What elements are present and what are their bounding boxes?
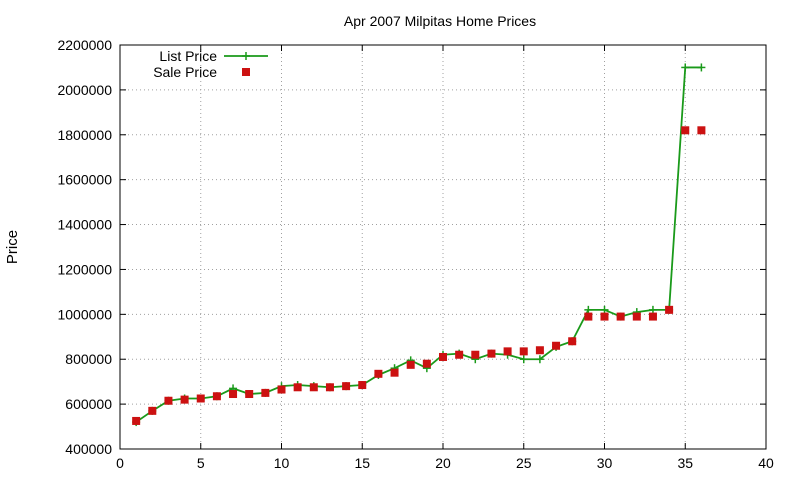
sale-price-point	[196, 394, 205, 403]
y-tick-label: 1000000	[57, 306, 112, 322]
sale-price-point	[342, 382, 351, 391]
x-tick-label: 20	[435, 455, 451, 471]
sale-price-point	[439, 352, 447, 361]
y-tick-label: 1800000	[57, 127, 112, 143]
sale-price-point	[277, 385, 286, 394]
list-price-point	[584, 305, 593, 314]
sale-price-point	[519, 347, 528, 356]
y-tick-label: 1200000	[57, 261, 112, 277]
sale-price-point	[568, 337, 577, 346]
x-tick-label: 40	[758, 455, 774, 471]
legend-label-sale-price: Sale Price	[153, 64, 217, 80]
sale-price-point	[229, 390, 238, 399]
list-price-line	[135, 66, 702, 423]
legend-plus-marker	[242, 52, 250, 60]
sale-price-point	[164, 396, 173, 405]
series-layer	[132, 63, 706, 427]
sale-price-point	[616, 312, 625, 321]
x-tick-label: 25	[516, 455, 532, 471]
sale-price-point	[148, 406, 157, 415]
legend-symbol-list-price	[224, 52, 268, 60]
y-tick-label: 1400000	[57, 217, 112, 233]
sale-price-point	[293, 383, 302, 392]
legend-label-list-price: List Price	[159, 48, 217, 64]
sale-price-point	[358, 381, 367, 390]
y-axis-label: Price	[4, 230, 21, 264]
sale-price-point	[309, 383, 318, 392]
sale-price-point	[390, 368, 399, 377]
sale-price-point	[455, 350, 464, 359]
y-tick-label: 2000000	[57, 82, 112, 98]
legend: List Price Sale Price	[153, 48, 268, 80]
sale-price-point	[648, 312, 657, 321]
x-tick-label: 30	[597, 455, 613, 471]
chart-title: Apr 2007 Milpitas Home Prices	[344, 13, 536, 29]
sale-price-point	[681, 126, 690, 135]
sale-price-point	[132, 416, 141, 425]
sale-price-point	[261, 388, 270, 397]
y-tick-label: 800000	[65, 351, 112, 367]
sale-price-point	[552, 341, 561, 350]
sale-price-point	[374, 369, 383, 378]
sale-price-point	[325, 383, 334, 392]
y-tick-label: 2200000	[57, 37, 112, 53]
y-tick-label: 600000	[65, 396, 112, 412]
list-price-point	[681, 63, 690, 72]
sale-price-point	[180, 395, 189, 404]
sale-price-point	[406, 360, 415, 369]
sale-price-point	[665, 305, 674, 314]
axis-ticks: 0 5 10 15 20 25 30 35 40 400000 600000 800000 100000…	[57, 37, 774, 471]
legend-symbol-sale-price	[242, 68, 250, 76]
sale-price-point	[471, 350, 480, 359]
sale-price-point	[632, 312, 641, 321]
x-tick-label: 15	[354, 455, 370, 471]
list-price-point	[519, 355, 528, 364]
x-tick-label: 35	[677, 455, 693, 471]
list-price-point	[600, 305, 609, 314]
sale-price-point	[487, 349, 496, 358]
sale-price-point	[422, 359, 431, 368]
sale-price-point	[535, 346, 544, 355]
x-tick-label: 0	[116, 455, 124, 471]
grid-lines	[120, 45, 766, 449]
sale-price-point	[503, 347, 512, 356]
sale-price-point	[212, 392, 221, 401]
x-tick-label: 10	[274, 455, 290, 471]
sale-price-point	[584, 312, 593, 321]
y-tick-label: 1600000	[57, 172, 112, 188]
legend-square-marker	[242, 68, 250, 76]
list-price-point	[535, 355, 544, 364]
x-tick-label: 5	[197, 455, 205, 471]
list-price-point	[697, 63, 706, 72]
sale-price-point	[600, 312, 609, 321]
y-tick-label: 400000	[65, 441, 112, 457]
sale-price-point	[697, 126, 706, 135]
list-price-point	[648, 305, 657, 314]
sale-price-point	[245, 390, 254, 399]
